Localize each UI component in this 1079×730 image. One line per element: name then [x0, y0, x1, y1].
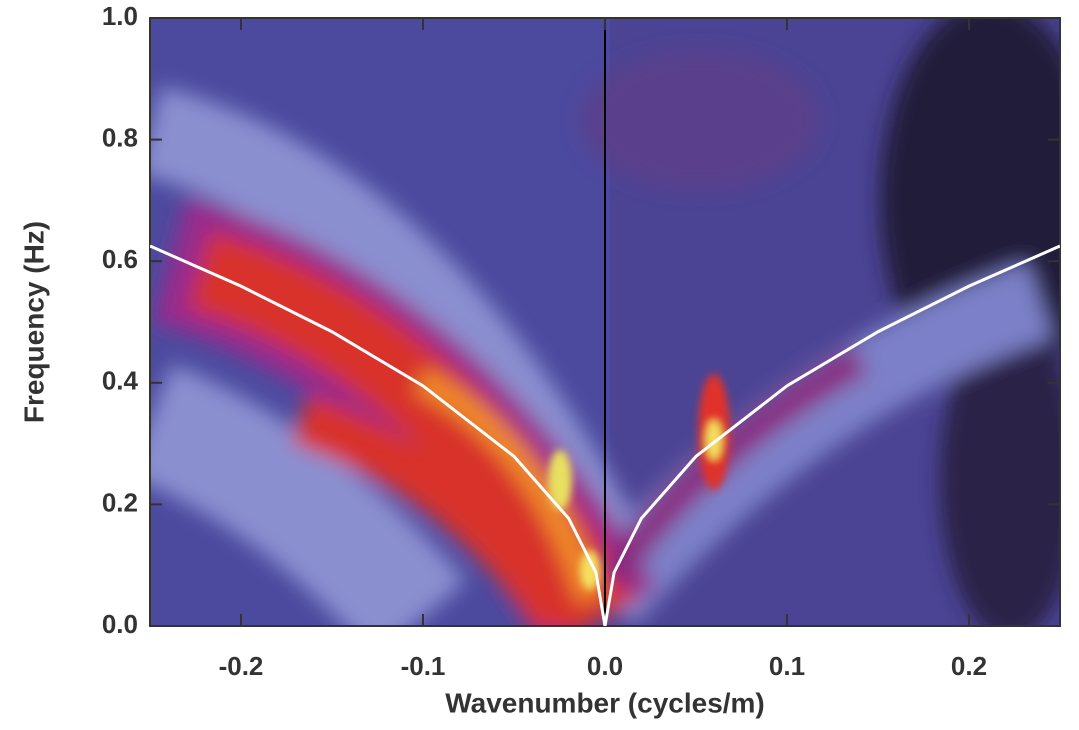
y-tick-label: 0.4	[102, 366, 139, 396]
y-tick-label: 0.6	[102, 244, 138, 274]
spectrum-image	[150, 18, 1060, 626]
x-tick-label: 0.1	[769, 651, 805, 681]
dispersion-curve	[150, 244, 1060, 626]
x-tick-label: -0.1	[401, 651, 446, 681]
y-tick-label: 1.0	[102, 1, 138, 31]
y-tick-label: 0.2	[102, 487, 138, 517]
x-tick-label: 0.0	[587, 651, 623, 681]
x-tick-label: -0.2	[219, 651, 264, 681]
x-tick-label: 0.2	[951, 651, 987, 681]
y-axis-label: Frequency (Hz)	[18, 221, 49, 423]
x-axis-label: Wavenumber (cycles/m)	[445, 687, 765, 718]
y-tick-label: 0.8	[102, 122, 138, 152]
y-tick-label: 0.0	[102, 609, 138, 639]
